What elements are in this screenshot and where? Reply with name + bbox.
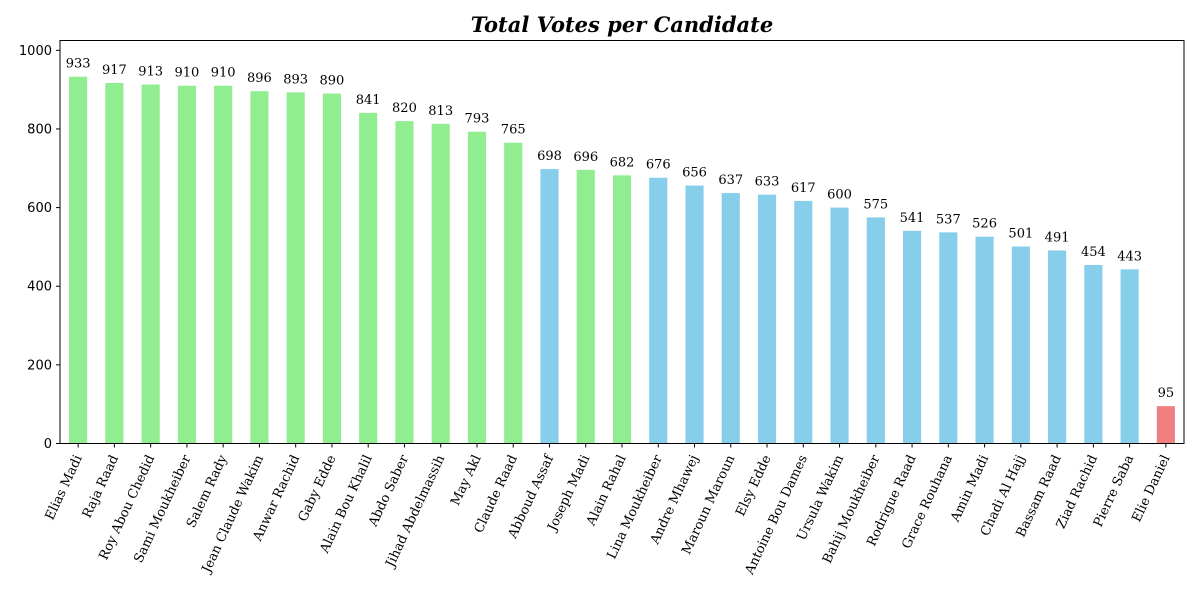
data-label-bahij-moukheiber: 575 [863, 197, 888, 212]
data-label-rodrigue-raad: 541 [900, 211, 925, 226]
data-label-may-akl: 793 [465, 112, 490, 127]
bar-antoine-bou-dames [794, 200, 813, 444]
bar-pierre-saba [1120, 269, 1139, 444]
data-label-abdo-saber: 820 [392, 101, 417, 116]
bar-sami-moukheiber [177, 85, 196, 444]
data-label-alain-bou-khalil: 841 [356, 93, 381, 108]
data-label-lina-moukheiber: 676 [646, 158, 671, 173]
data-label-chadi-al-hajj: 501 [1008, 227, 1033, 242]
data-label-maroun-maroun: 637 [718, 173, 743, 188]
data-label-grace-rouhana: 537 [936, 212, 961, 227]
data-label-bassam-raad: 491 [1045, 230, 1070, 245]
y-tick-label-600: 600 [27, 201, 52, 216]
data-label-antoine-bou-dames: 617 [791, 181, 816, 196]
bar-lina-moukheiber [649, 177, 668, 444]
data-label-jean-claude-wakim: 896 [247, 71, 272, 86]
data-label-gaby-edde: 890 [320, 74, 345, 89]
bar-salem-rady [214, 85, 233, 444]
plot-frame [59, 40, 1185, 444]
bar-gaby-edde [322, 93, 341, 444]
data-label-abboud-assaf: 698 [537, 149, 562, 164]
data-label-elsy-edde: 633 [755, 175, 780, 190]
chart-title: Total Votes per Candidate [471, 12, 773, 37]
bar-anwar-rachid [286, 92, 305, 444]
bar-claude-raad [504, 142, 523, 444]
bar-rodrigue-raad [903, 230, 922, 444]
bar-ziad-rachid [1084, 265, 1103, 444]
data-label-sami-moukheiber: 910 [174, 66, 199, 81]
bar-abdo-saber [395, 121, 414, 444]
data-label-ziad-rachid: 454 [1081, 245, 1106, 260]
x-tick-label-raja-raad: Raja Raad [80, 453, 122, 521]
data-label-claude-raad: 765 [501, 123, 526, 138]
bar-joseph-madi [576, 169, 595, 444]
data-label-anwar-rachid: 893 [283, 72, 308, 87]
bar-bassam-raad [1048, 250, 1067, 444]
bar-bahij-moukheiber [866, 217, 885, 444]
bar-elias-madi [69, 76, 88, 444]
data-label-amin-madi: 526 [972, 217, 997, 232]
data-label-elias-madi: 933 [66, 57, 91, 72]
bar-may-akl [467, 131, 487, 444]
data-label-jihad-abdelmassih: 813 [428, 104, 453, 119]
data-label-salem-rady: 910 [211, 66, 236, 81]
bar-elie-daniel [1156, 406, 1175, 444]
data-label-pierre-saba: 443 [1117, 249, 1142, 264]
x-tick-label-elie-daniel: Elie Daniel [1129, 453, 1173, 525]
data-label-joseph-madi: 696 [573, 150, 598, 165]
data-label-roy-abou-chedid: 913 [138, 65, 163, 80]
bar-jihad-abdelmassih [431, 123, 450, 444]
bar-jean-claude-wakim [250, 91, 269, 444]
y-tick-label-800: 800 [27, 122, 52, 137]
data-label-alain-rahal: 682 [610, 155, 635, 170]
data-labels-group: 933 917 913 910 910 896 893 890 841 820 813 793 765 6… [66, 57, 1174, 401]
bar-raja-raad [105, 82, 124, 444]
bar-andre-mhawej [685, 185, 704, 444]
bar-elsy-edde [757, 194, 777, 444]
y-axis: 0 200 400 600 800 1000 [19, 44, 60, 452]
bars-group [69, 76, 1175, 444]
bar-alain-rahal [612, 175, 632, 444]
bar-amin-madi [975, 236, 994, 444]
x-tick-label-elias-madi: Elias Madi [43, 453, 86, 523]
y-tick-label-200: 200 [27, 358, 52, 373]
y-tick-label-0: 0 [44, 437, 52, 452]
bar-abboud-assaf [540, 169, 559, 444]
data-label-andre-mhawej: 656 [682, 166, 707, 181]
y-tick-label-400: 400 [27, 280, 52, 295]
bar-grace-rouhana [939, 232, 958, 444]
bar-ursula-wakim [830, 207, 849, 444]
bar-alain-bou-khalil [359, 112, 378, 444]
x-tick-label-may-akl: May Akl [448, 453, 484, 508]
data-label-elie-daniel: 95 [1158, 386, 1175, 401]
data-label-ursula-wakim: 600 [827, 188, 852, 203]
x-tick-label-elsy-edde: Elsy Edde [733, 453, 774, 519]
bar-maroun-maroun [721, 193, 740, 444]
y-tick-label-1000: 1000 [19, 44, 52, 59]
bar-roy-abou-chedid [141, 84, 160, 444]
bar-chadi-al-hajj [1011, 246, 1030, 444]
data-label-raja-raad: 917 [102, 63, 127, 78]
